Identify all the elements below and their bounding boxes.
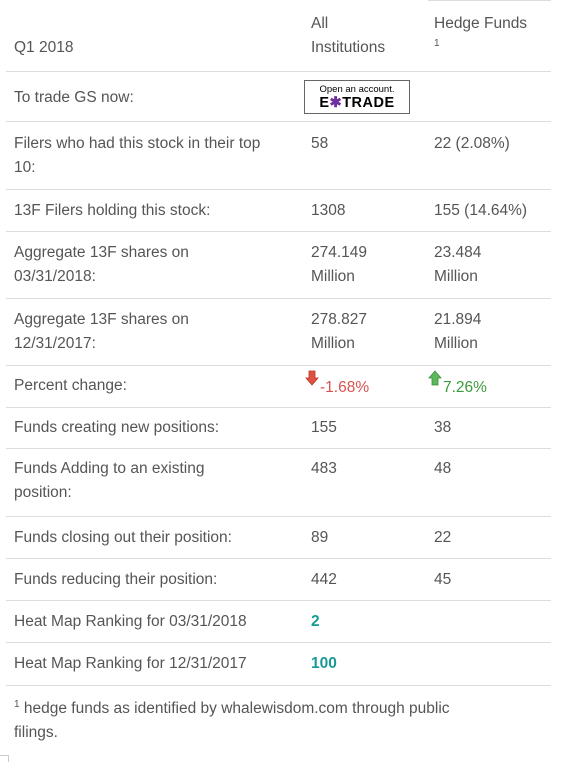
table-row: 13F Filers holding this stock: 1308 155 … (6, 190, 551, 232)
table-row: Funds Adding to an existing position: 483… (6, 449, 551, 517)
all-value: 278.827 Million (311, 311, 368, 352)
row-label: Percent change: (14, 377, 127, 394)
hedge-value: 155 (14.64%) (434, 202, 528, 219)
footnote-marker: 1 (14, 698, 20, 710)
row-label: Aggregate 13F shares on (14, 311, 189, 328)
heat-map-ranking-link[interactable]: 100 (311, 655, 337, 672)
corner-decoration (0, 755, 9, 762)
table-row: Percent change: -1.68% 7.26% (6, 366, 551, 408)
table-row: Funds closing out their position: 89 22 (6, 517, 551, 559)
heat-map-ranking-link[interactable]: 2 (311, 613, 320, 630)
trade-row: To trade GS now: (6, 72, 551, 122)
row-label: Filers who had this stock in their top (14, 135, 261, 152)
row-label: Funds closing out their position: (14, 529, 232, 546)
trade-label: To trade GS now: (14, 89, 134, 106)
table-row: Funds reducing their position: 442 45 (6, 559, 551, 601)
row-label: 13F Filers holding this stock: (14, 202, 211, 219)
row-label: Heat Map Ranking for 12/31/2017 (14, 655, 247, 672)
table-row: Filers who had this stock in their top 10… (6, 122, 551, 190)
all-value: 155 (311, 419, 337, 436)
all-value: 1308 (311, 202, 346, 219)
all-value: 483 (311, 460, 337, 477)
badge-caption: Open an account. (319, 84, 395, 95)
column-hedge-funds: Hedge Funds 1 (434, 15, 528, 49)
row-label: Funds reducing their position: (14, 571, 218, 588)
table-row: Aggregate 13F shares on 12/31/2017: 278.8… (6, 299, 551, 366)
row-label: Heat Map Ranking for 03/31/2018 (14, 613, 247, 630)
table-header: Q1 2018 All Institutions Hedge Funds 1 (6, 0, 551, 72)
footnote-marker: 1 (434, 37, 440, 49)
holdings-table: Q1 2018 All Institutions Hedge Funds 1 T… (6, 0, 551, 686)
row-label: Aggregate 13F shares on (14, 244, 189, 261)
hedge-value: 21.894 Million (434, 311, 482, 352)
etrade-logo: E✱TRADE (319, 95, 395, 111)
arrow-down-icon (305, 370, 319, 386)
period-label: Q1 2018 (14, 39, 74, 56)
etrade-open-account-button[interactable]: Open an account. E✱TRADE (304, 80, 410, 114)
hedge-value: 45 (434, 571, 452, 588)
row-label: Funds Adding to an existing (14, 460, 205, 477)
all-value: -1.68% (305, 370, 410, 396)
hedge-value: 22 (434, 529, 452, 546)
hedge-value: 38 (434, 419, 452, 436)
all-value: 58 (311, 135, 329, 152)
table-row: Aggregate 13F shares on 03/31/2018: 274.1… (6, 232, 551, 299)
hedge-value: 22 (2.08%) (434, 135, 510, 152)
table-row: Heat Map Ranking for 03/31/2018 2 (6, 601, 551, 643)
header-top-border (428, 0, 551, 1)
hedge-value: 7.26% (428, 370, 546, 396)
all-value: 89 (311, 529, 329, 546)
table-row: Heat Map Ranking for 12/31/2017 100 (6, 643, 551, 686)
footnote: 1 hedge funds as identified by whalewisd… (14, 698, 450, 741)
hedge-value: 23.484 Million (434, 244, 482, 285)
all-value: 442 (311, 571, 337, 588)
table-row: Funds creating new positions: 155 38 (6, 408, 551, 449)
all-value: 274.149 Million (311, 244, 368, 285)
hedge-value: 48 (434, 460, 452, 477)
arrow-up-icon (428, 370, 442, 386)
row-label: Funds creating new positions: (14, 419, 220, 436)
column-all-institutions: All Institutions (311, 15, 386, 56)
